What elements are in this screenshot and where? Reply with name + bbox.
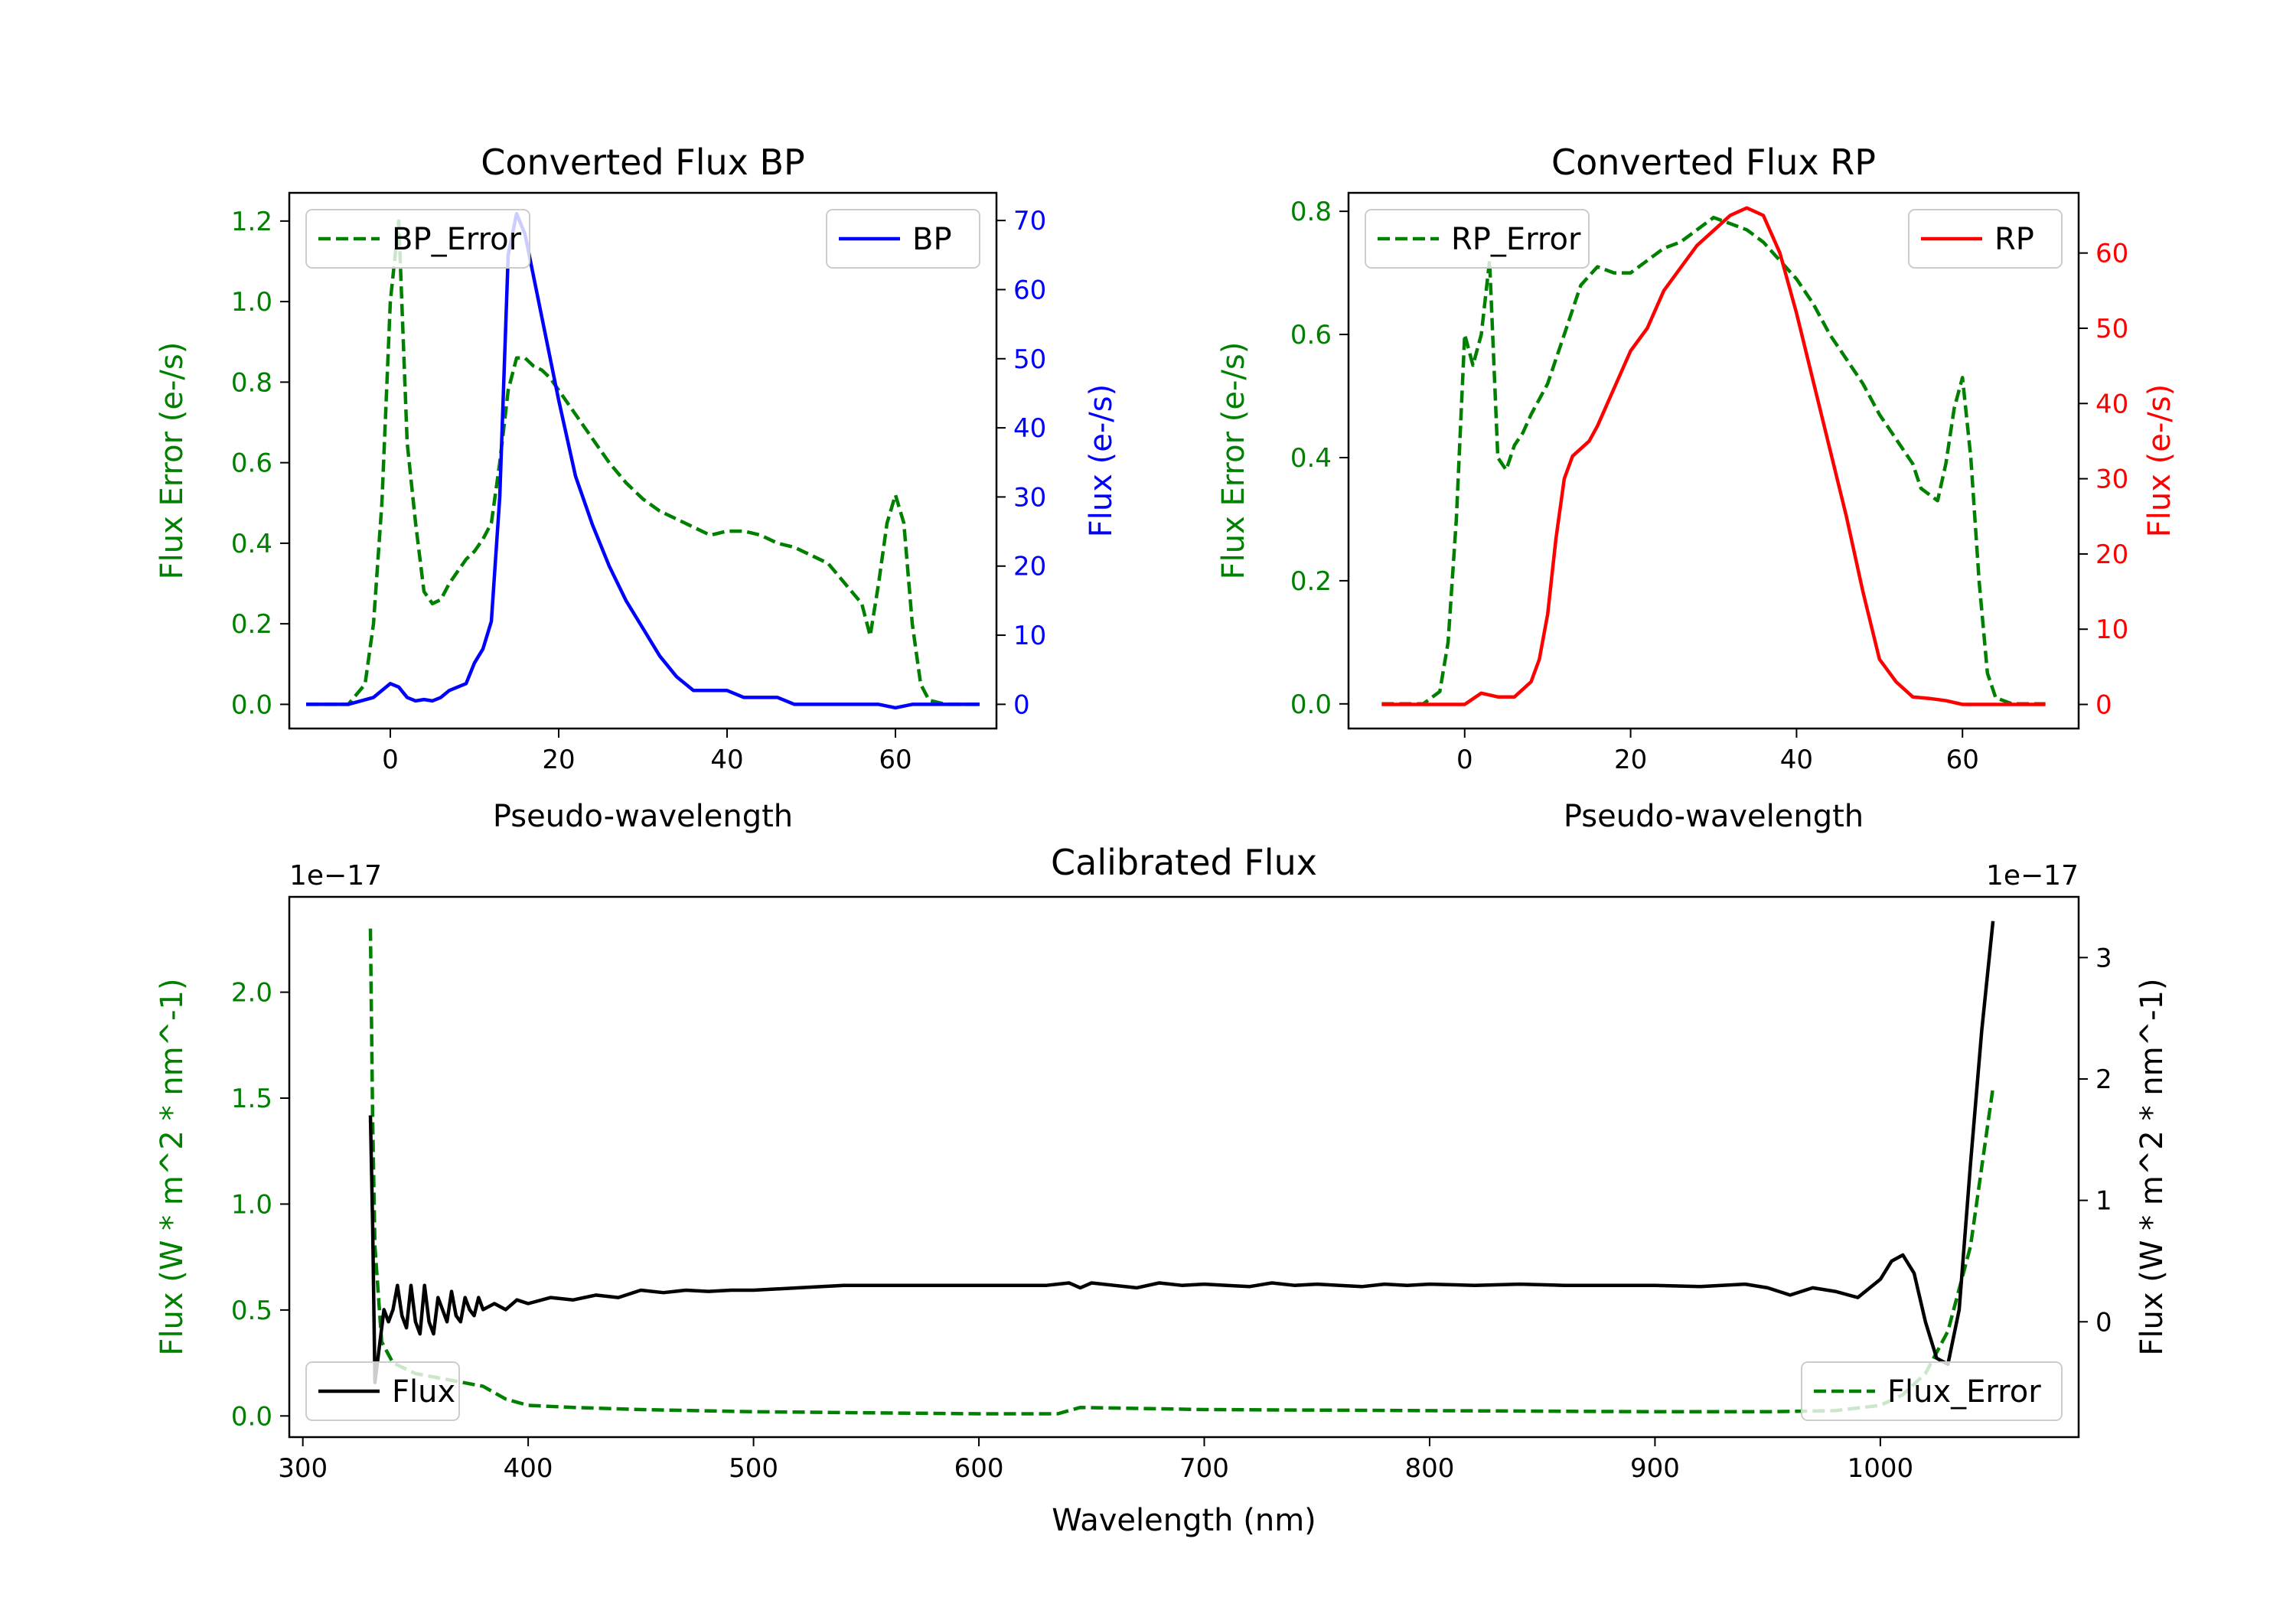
y-left-tick-label: 1.0 [231,1189,272,1220]
x-axis-label: Wavelength (nm) [1052,1503,1316,1538]
y-left-offset-label: 1e−17 [289,860,382,892]
legend-left: Flux [305,1361,460,1421]
rp-error-line [1381,215,2046,706]
x-tick-label: 60 [1946,745,1979,775]
axes-frame [288,895,2080,1439]
y-right-tick-label: 1 [2095,1186,2112,1217]
y-left-tick-label: 0.4 [1290,443,1332,474]
legend-box [305,1361,460,1421]
x-tick-label: 60 [879,745,912,775]
y-right-tick-label: 30 [2095,464,2128,495]
flux-line [368,921,1995,1384]
y-right-tick-label: 0 [1013,689,1030,720]
legend-left: RP_Error [1365,209,1590,269]
x-tick-label: 0 [1456,745,1473,775]
rp-line [1381,206,2046,706]
x-tick-label: 40 [1780,745,1813,775]
y-left-tick-label: 0.6 [231,448,272,479]
y-right-axis-label: Flux (e-/s) [2142,384,2177,537]
y-right-tick-label: 30 [1013,482,1046,513]
y-right-tick-label: 60 [1013,275,1046,305]
legend-box [305,209,530,269]
y-right-tick-label: 40 [2095,389,2128,419]
bp-error-line [306,219,980,706]
y-left-tick-label: 0.6 [1290,320,1332,350]
y-right-tick-label: 50 [2095,314,2128,344]
plot-area [1381,206,2046,706]
legend-label: Flux_Error [1887,1374,2041,1410]
x-axis-label: Pseudo-wavelength [493,799,793,834]
y-right-tick-label: 20 [1013,552,1046,582]
x-tick-label: 20 [1614,745,1647,775]
chart-title: Converted Flux RP [1551,142,1876,183]
legend-label: BP [912,222,952,257]
y-left-tick-label: 0.2 [1290,566,1332,597]
legend-label: RP_Error [1451,222,1581,257]
y-right-tick-label: 50 [1013,344,1046,375]
y-right-tick-label: 70 [1013,206,1046,236]
axes-frame [1347,191,2080,730]
x-tick-label: 0 [382,745,399,775]
x-tick-label: 300 [278,1453,328,1484]
y-left-tick-label: 1.5 [231,1084,272,1114]
y-right-axis-label: Flux (W * m^2 * nm^-1) [2135,978,2170,1355]
y-right-tick-label: 10 [2095,614,2128,645]
chart-title: Converted Flux BP [481,142,805,183]
y-right-tick-label: 3 [2095,943,2112,973]
legend-left: BP_Error [305,209,530,269]
y-left-tick-label: 0.8 [1290,197,1332,227]
legend-label: BP_Error [392,222,522,257]
legend-box [1908,209,2063,269]
x-tick-label: 400 [504,1453,553,1484]
y-right-tick-label: 0 [2095,1307,2112,1338]
y-left-axis-label: Flux Error (e-/s) [155,342,190,580]
y-left-tick-label: 0.0 [231,689,272,720]
x-tick-label: 700 [1179,1453,1229,1484]
y-left-tick-label: 0.0 [231,1401,272,1432]
y-right-tick-label: 60 [2095,239,2128,269]
legend-box [826,209,980,269]
y-right-tick-label: 0 [2095,690,2112,721]
x-tick-label: 600 [954,1453,1004,1484]
axes-frame [288,191,998,730]
y-left-tick-label: 1.0 [231,287,272,318]
x-tick-label: 500 [729,1453,778,1484]
legend-label: RP [1994,222,2034,257]
y-left-axis-label: Flux (W * m^2 * nm^-1) [155,978,190,1355]
legend-right: RP [1908,209,2063,269]
y-right-tick-label: 20 [2095,539,2128,570]
legend-box [1801,1361,2063,1421]
rp-chart: Converted Flux RP 0 20 40 60 0.0 0.2 0.4 0.6 0.8 0… [1216,142,2177,834]
x-tick-label: 800 [1405,1453,1455,1484]
legend-right: BP [826,209,980,269]
y-left-tick-label: 1.2 [231,207,272,237]
x-tick-label: 20 [542,745,575,775]
y-left-tick-label: 0.8 [231,367,272,398]
x-axis-label: Pseudo-wavelength [1564,799,1864,834]
legend-box [1365,209,1590,269]
y-left-tick-label: 0.0 [1290,689,1332,720]
y-left-axis-label: Flux Error (e-/s) [1216,342,1251,580]
chart-title: Calibrated Flux [1051,842,1317,883]
legend-right: Flux_Error [1801,1361,2063,1421]
y-left-tick-label: 0.5 [231,1296,272,1326]
x-tick-label: 1000 [1848,1453,1914,1484]
y-right-tick-label: 2 [2095,1064,2112,1095]
bp-chart: Converted Flux BP 0 20 40 60 0.0 0.2 0.4 0.6 0.8 1… [155,142,1119,834]
plot-area [306,211,980,710]
y-right-axis-label: Flux (e-/s) [1084,384,1119,537]
y-left-tick-label: 0.4 [231,529,272,559]
x-tick-label: 40 [710,745,743,775]
bp-line [306,211,980,710]
y-left-tick-label: 0.2 [231,609,272,640]
y-right-tick-label: 40 [1013,413,1046,444]
x-tick-label: 900 [1630,1453,1680,1484]
y-left-tick-label: 2.0 [231,978,272,1009]
calibrated-flux-chart: Calibrated Flux 300 400 500 600 700 800 900 1000… [155,842,2170,1538]
legend-label: Flux [392,1374,455,1410]
y-right-offset-label: 1e−17 [1986,860,2079,892]
y-right-tick-label: 10 [1013,621,1046,651]
